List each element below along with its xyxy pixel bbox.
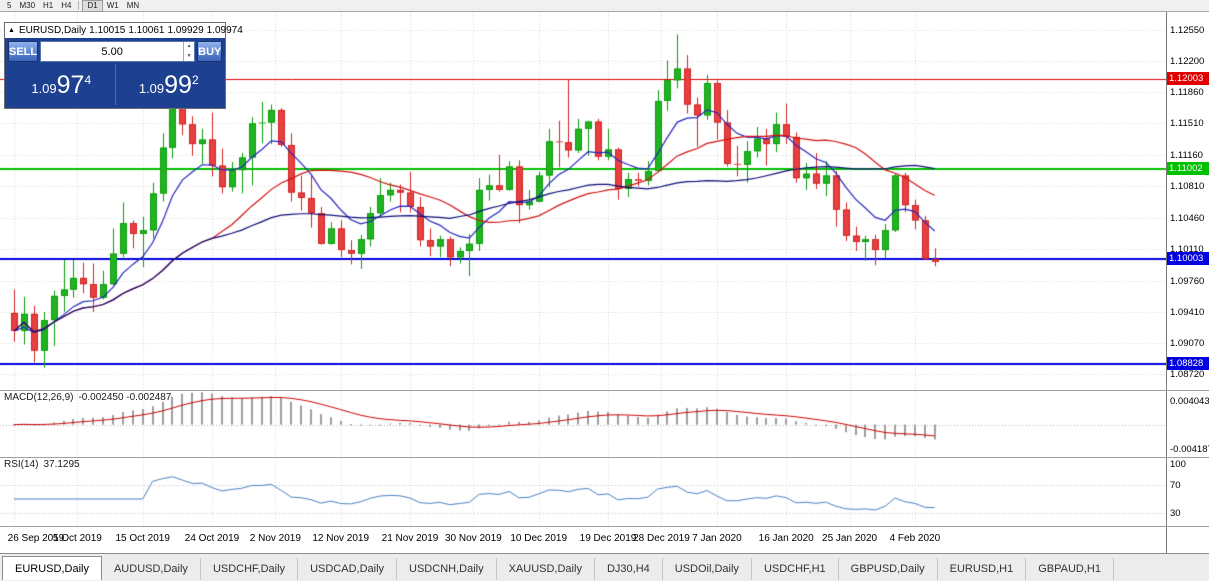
timeframe-button-H1[interactable]: H1 (43, 0, 54, 10)
rsi-label: RSI(14) 37.1295 (4, 459, 80, 470)
price-line-tag: 1.12003 (1167, 72, 1209, 85)
timeframe-button-MN[interactable]: MN (126, 0, 140, 10)
chart-window: ▲ EURUSD,Daily 1.10015 1.10061 1.09929 1.0997… (0, 12, 1209, 553)
price-axis-label: 1.12200 (1170, 56, 1205, 67)
ohlc-low: 1.09929 (167, 25, 204, 36)
time-axis-label: 25 Jan 2020 (822, 533, 878, 544)
timeframe-button-5[interactable]: 5 (7, 0, 12, 10)
time-axis-label: 21 Nov 2019 (381, 533, 439, 544)
ohlc-open: 1.10015 (89, 25, 126, 36)
time-axis-label: 10 Dec 2019 (510, 533, 568, 544)
price-axis[interactable]: 1.12550 1.12200 1.11860 1.11510 1.11160 1.108… (1166, 12, 1209, 553)
chart-tab[interactable]: AUDUSD,Daily (102, 558, 201, 580)
panel-separator (0, 526, 1209, 527)
chart-tab[interactable]: EURUSD,Daily (2, 556, 102, 580)
chart-tab[interactable]: USDCNH,Daily (397, 558, 497, 580)
collapse-arrow-icon[interactable]: ▲ (8, 27, 15, 34)
chart-tab[interactable]: USDCHF,H1 (752, 558, 839, 580)
chart-info-panel: ▲ EURUSD,Daily 1.10015 1.10061 1.09929 1.0997… (4, 22, 243, 109)
toolbar-separator (78, 1, 80, 10)
time-axis-label: 15 Oct 2019 (115, 533, 170, 544)
price-axis-label: 1.09410 (1170, 307, 1205, 318)
volume-up-icon[interactable]: ▲ (186, 43, 192, 50)
chart-tab[interactable]: USDOil,Daily (663, 558, 752, 580)
price-line-tag: 1.08828 (1167, 357, 1209, 370)
macd-axis-label: -0.004187 (1170, 444, 1209, 455)
price-axis-label: 1.11510 (1170, 118, 1204, 129)
timeframe-button-D1[interactable]: D1 (82, 0, 103, 12)
volume-box: ▲ ▼ (40, 41, 196, 62)
time-axis-label: 30 Nov 2019 (445, 533, 502, 544)
chart-tab[interactable]: GBPUSD,Daily (839, 558, 938, 580)
volume-spinner: ▲ ▼ (183, 42, 194, 61)
macd-canvas[interactable] (0, 391, 1166, 457)
price-axis-label: 1.09070 (1170, 338, 1205, 349)
bid-pipette: 4 (84, 73, 92, 87)
volume-input[interactable] (41, 42, 184, 61)
ask-main-digits: 99 (164, 71, 192, 99)
sell-button[interactable]: SELL (8, 41, 39, 62)
chart-tab[interactable]: GBPAUD,H1 (1026, 558, 1114, 580)
rsi-canvas[interactable] (0, 458, 1166, 526)
time-axis-label: 26 Sep 2019 (7, 533, 65, 544)
rsi-axis-label: 100 (1170, 459, 1186, 470)
volume-down-icon[interactable]: ▼ (186, 52, 192, 59)
tab-bar: EURUSD,Daily AUDUSD,Daily USDCHF,Daily USDC… (0, 553, 1209, 580)
chart-tab[interactable]: EURUSD,H1 (938, 558, 1027, 580)
chart-symbol-period: EURUSD,Daily (18, 25, 87, 36)
price-axis-label: 1.10810 (1170, 181, 1205, 192)
time-axis-label: 5 Oct 2019 (52, 533, 102, 544)
time-axis-label: 19 Dec 2019 (579, 533, 637, 544)
ask-price: 1.09992 (114, 64, 223, 105)
rsi-axis-label: 70 (1170, 480, 1181, 491)
price-axis-label: 1.10460 (1170, 213, 1205, 224)
panel-separator[interactable] (0, 390, 1209, 391)
time-axis-label: 28 Dec 2019 (633, 533, 690, 544)
time-axis-label: 4 Feb 2020 (889, 533, 941, 544)
price-axis-label: 1.12550 (1170, 25, 1205, 36)
price-line-tag: 1.10003 (1167, 252, 1209, 265)
macd-axis-label: 0.004043 (1170, 396, 1209, 407)
time-axis-label: 12 Nov 2019 (312, 533, 370, 544)
timeframe-button-M30[interactable]: M30 (19, 0, 36, 10)
ask-prefix: 1.09 (138, 81, 165, 96)
chart-title: ▲ EURUSD,Daily 1.10015 1.10061 1.09929 1.0997… (5, 23, 243, 38)
time-axis[interactable]: 26 Sep 2019 5 Oct 2019 15 Oct 2019 24 Oct 2… (0, 527, 1166, 553)
ohlc-close: 1.09974 (206, 25, 243, 36)
chart-tab[interactable]: XAUUSD,Daily (497, 558, 595, 580)
price-axis-label: 1.11160 (1170, 150, 1203, 161)
chart-tab[interactable]: USDCHF,Daily (201, 558, 299, 580)
buy-button[interactable]: BUY (197, 41, 223, 62)
one-click-trading-panel: SELL ▲ ▼ BUY 1.09974 1.09992 (5, 38, 225, 108)
chart-tab[interactable]: DJ30,H4 (595, 558, 663, 580)
bid-main-digits: 97 (56, 71, 85, 99)
price-axis-label: 1.11860 (1170, 87, 1204, 98)
rsi-axis-label: 30 (1170, 508, 1181, 519)
price-line-tag: 1.11002 (1167, 162, 1209, 175)
chart-tab[interactable]: USDCAD,Daily (298, 558, 398, 580)
ask-pipette: 2 (191, 73, 199, 87)
time-axis-label: 24 Oct 2019 (184, 533, 240, 544)
bid-price: 1.09974 (8, 64, 115, 105)
time-axis-label: 2 Nov 2019 (249, 533, 301, 544)
timeframe-button-W1[interactable]: W1 (106, 0, 119, 10)
time-axis-label: 16 Jan 2020 (758, 533, 814, 544)
price-axis-label: 1.09760 (1170, 276, 1205, 287)
panel-separator[interactable] (0, 457, 1209, 458)
timeframe-toolbar: 5 M30 H1 H4 D1 W1 MN (0, 0, 1209, 12)
price-axis-label: 1.08720 (1170, 369, 1205, 380)
bid-prefix: 1.09 (31, 81, 57, 96)
time-axis-label: 7 Jan 2020 (692, 533, 742, 544)
macd-label: MACD(12,26,9) -0.002450 -0.002487 (4, 392, 172, 403)
ohlc-high: 1.10061 (128, 25, 165, 36)
price-axis-label: 1.10110 (1170, 244, 1204, 255)
timeframe-button-H4[interactable]: H4 (61, 0, 72, 10)
